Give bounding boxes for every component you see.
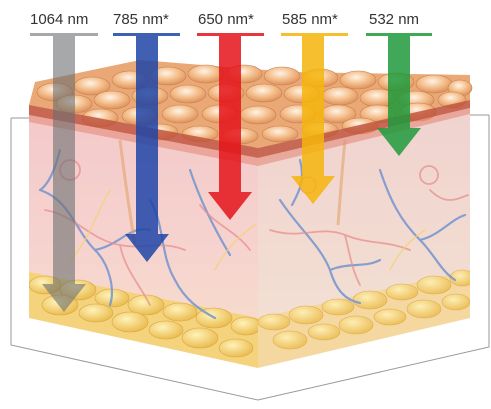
block-outline bbox=[10, 114, 490, 401]
wavelength-labels: 1064 nm 785 nm* 650 nm* 585 nm* 532 nm bbox=[30, 11, 419, 28]
label-650nm: 650 nm* bbox=[198, 11, 254, 28]
label-585nm: 585 nm* bbox=[282, 11, 338, 28]
arrow-585nm bbox=[281, 33, 348, 204]
label-1064nm: 1064 nm bbox=[30, 11, 88, 28]
arrow-532nm bbox=[366, 33, 432, 156]
laser-arrows bbox=[30, 33, 432, 312]
fat-layer-side bbox=[258, 269, 470, 368]
label-532nm: 532 nm bbox=[369, 11, 419, 28]
label-785nm: 785 nm* bbox=[113, 11, 169, 28]
arrow-650nm bbox=[197, 33, 264, 220]
arrow-1064nm bbox=[30, 33, 98, 312]
arrow-785nm bbox=[113, 33, 180, 262]
